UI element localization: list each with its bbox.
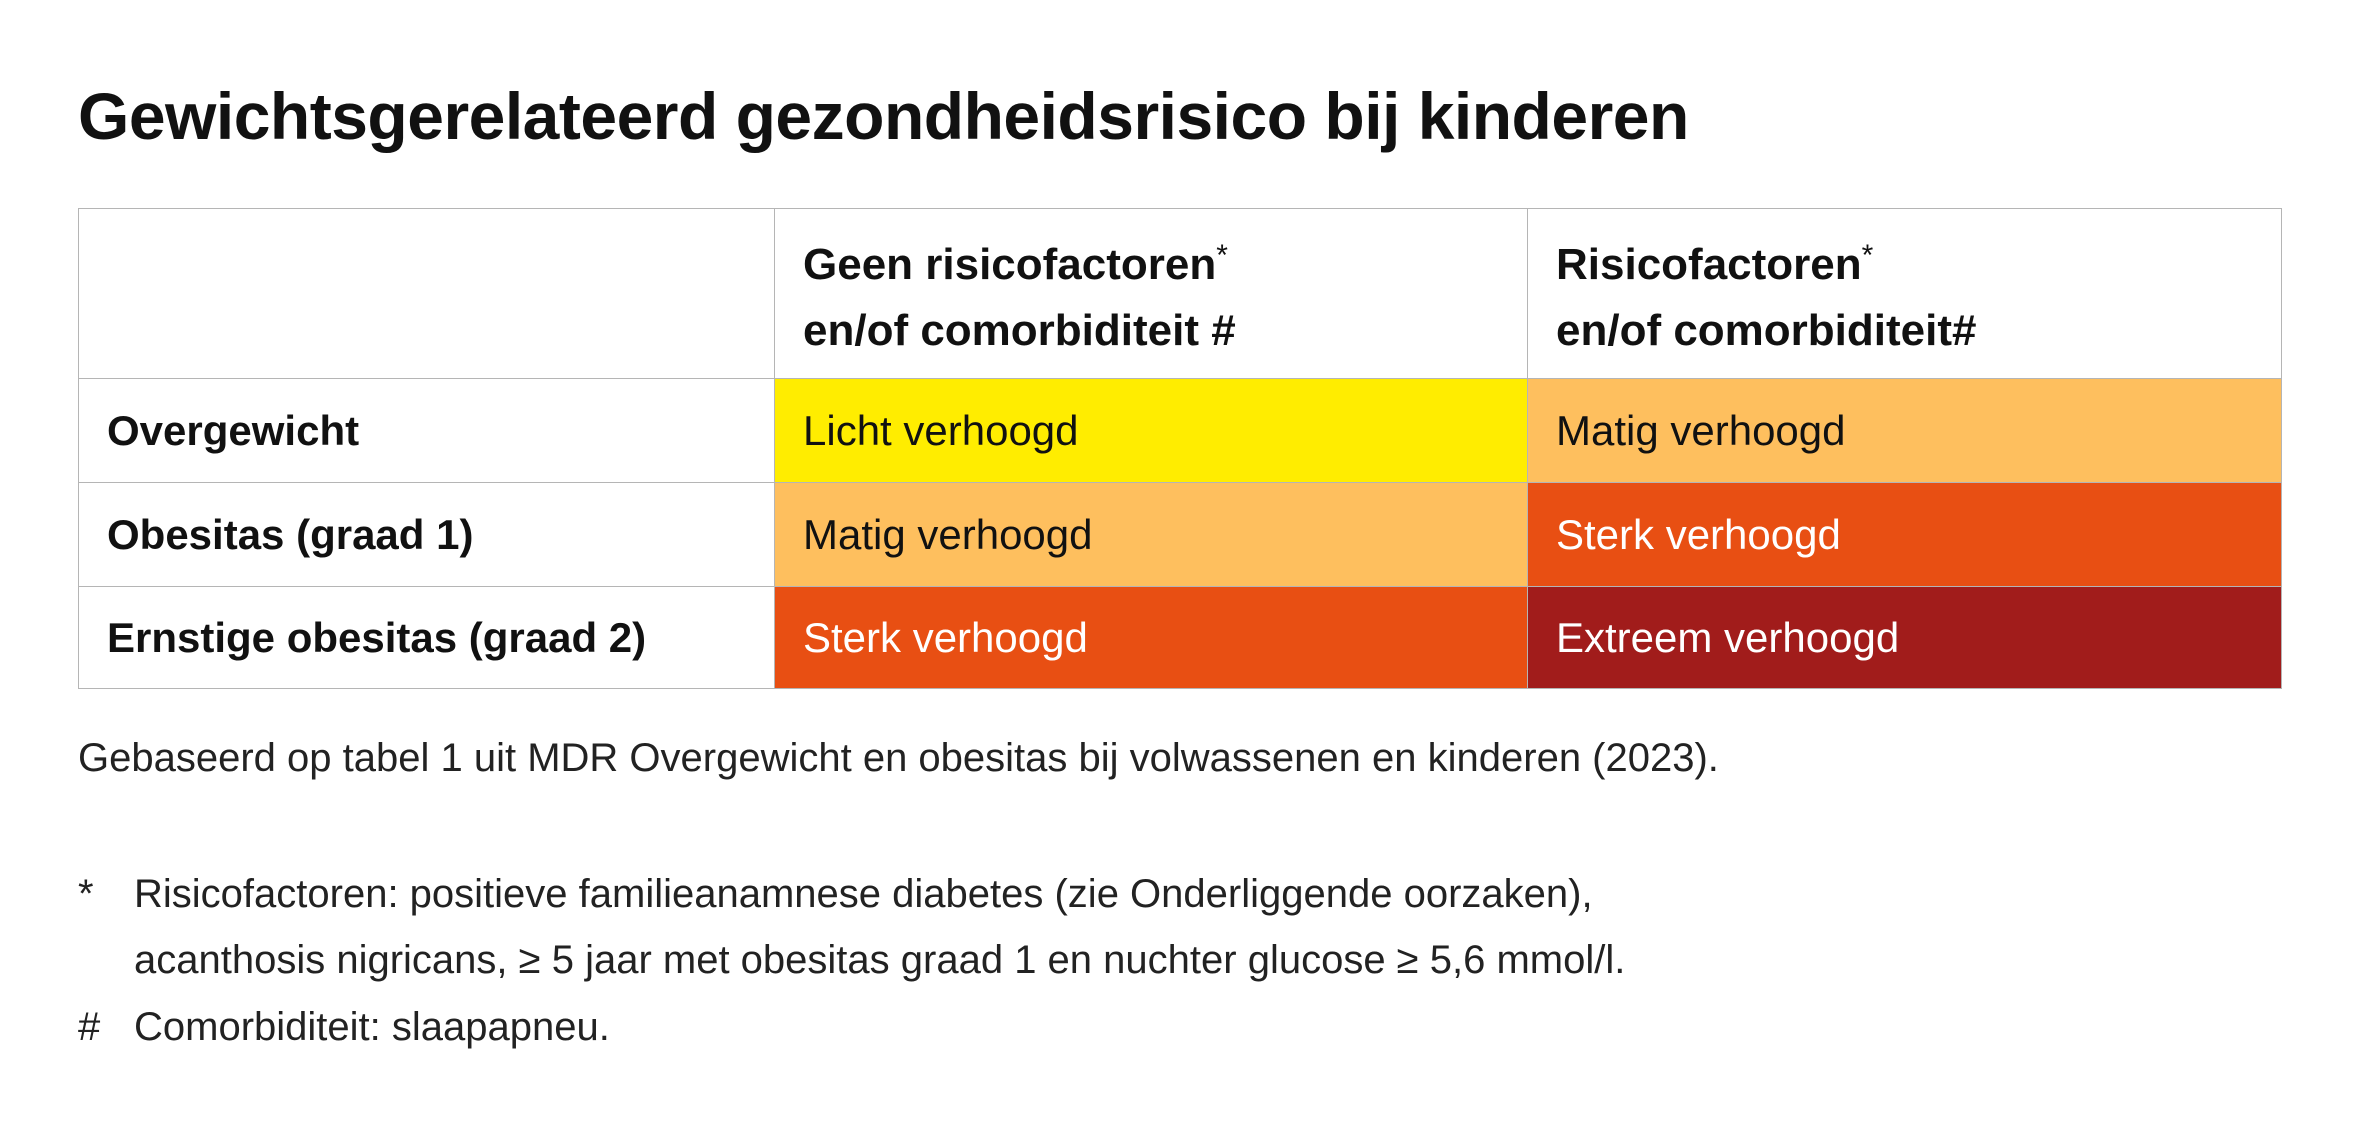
header-line: Risicofactoren*: [1556, 223, 1873, 298]
footnote-line: Comorbiditeit: slaapapneu.: [134, 1005, 610, 1049]
footnote-line: acanthosis nigricans, ≥ 5 jaar met obesi…: [134, 938, 1626, 982]
risk-cell: Matig verhoogd: [1527, 378, 2282, 483]
header-line: Geen risicofactoren*: [803, 223, 1228, 298]
corner-cell: [78, 208, 775, 379]
header-mark: *: [1861, 239, 1874, 272]
column-header: Geen risicofactoren* en/of comorbiditeit…: [774, 208, 1528, 379]
risk-cell: Matig verhoogd: [774, 482, 1528, 587]
header-mark: *: [1216, 239, 1228, 272]
header-text: Geen risicofactoren: [803, 240, 1217, 289]
row-label: Overgewicht: [78, 378, 775, 483]
risk-cell: Sterk verhoogd: [774, 586, 1528, 689]
footnote-line: Risicofactoren: positieve familieanamnes…: [134, 872, 1593, 916]
risk-cell: Sterk verhoogd: [1527, 482, 2282, 587]
title: Gewichtsgerelateerd gezondheidsrisico bi…: [78, 79, 1689, 153]
footnote-marker: *: [78, 872, 94, 916]
row-label: Obesitas (graad 1): [78, 482, 775, 587]
header-line: en/of comorbiditeit #: [803, 306, 1236, 355]
row-label: Ernstige obesitas (graad 2): [78, 586, 775, 689]
header-text: Risicofactoren: [1556, 240, 1862, 289]
risk-cell: Extreem verhoogd: [1527, 586, 2282, 689]
column-header: Risicofactoren* en/of comorbiditeit#: [1527, 208, 2282, 379]
footnote-marker: #: [78, 1005, 101, 1049]
risk-cell: Licht verhoogd: [774, 378, 1528, 483]
header-line: en/of comorbiditeit#: [1556, 306, 1977, 355]
source-note: Gebaseerd op tabel 1 uit MDR Overgewicht…: [78, 736, 1719, 780]
